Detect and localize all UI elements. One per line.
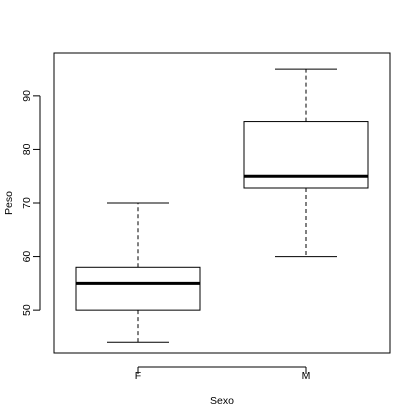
plot-frame bbox=[53, 52, 391, 354]
y-tick-label: 70 bbox=[21, 197, 33, 209]
y-axis: 50 60 70 80 90 bbox=[21, 90, 41, 316]
x-axis-title: Sexo bbox=[210, 395, 234, 407]
y-tick-label: 60 bbox=[21, 251, 33, 263]
boxes-group bbox=[75, 68, 369, 343]
box-m bbox=[243, 68, 369, 258]
y-tick-label: 50 bbox=[21, 304, 33, 316]
x-tick-label: F bbox=[135, 370, 141, 382]
box-f bbox=[75, 202, 201, 343]
iqr-box bbox=[75, 266, 201, 311]
y-tick-label: 90 bbox=[21, 90, 33, 102]
x-tick-label: M bbox=[302, 370, 311, 382]
y-axis-title: Peso bbox=[3, 191, 15, 215]
y-tick-label: 80 bbox=[21, 143, 33, 155]
iqr-box bbox=[243, 121, 369, 189]
